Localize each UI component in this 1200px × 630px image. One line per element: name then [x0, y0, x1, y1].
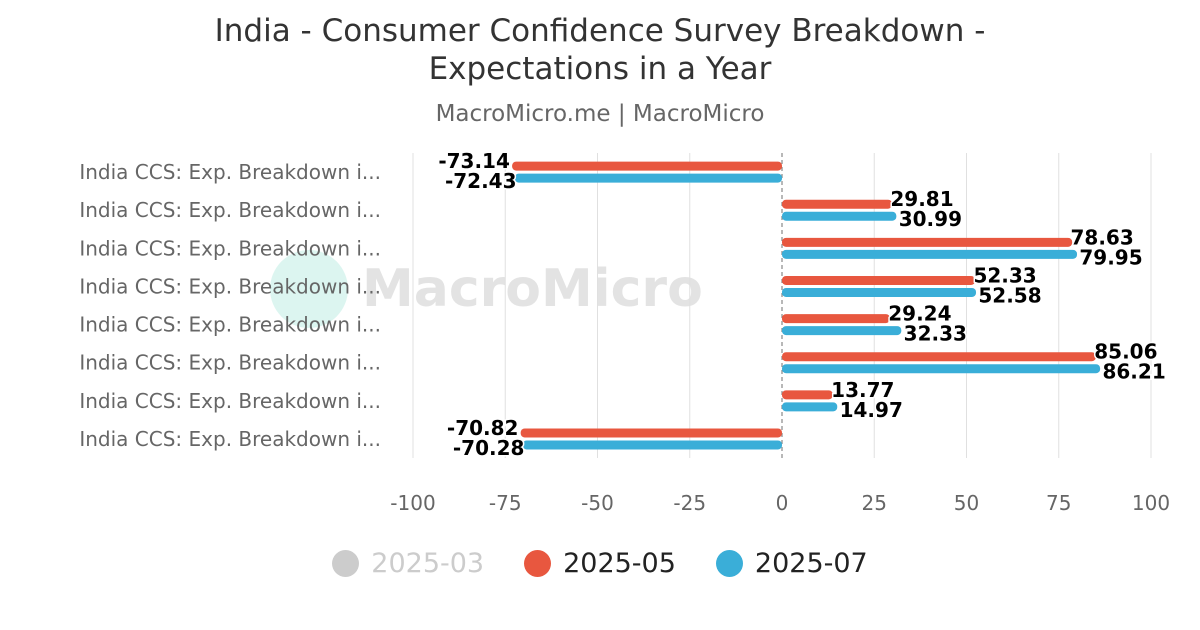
x-tick-label: 100: [1132, 491, 1170, 515]
data-label: -70.82: [447, 416, 519, 440]
legend-marker-icon: [332, 550, 360, 577]
data-label: 79.95: [1079, 245, 1142, 269]
x-tick-label: -100: [390, 491, 435, 515]
bar: [782, 275, 976, 285]
data-label: 13.77: [831, 378, 894, 402]
bar: [782, 249, 1078, 259]
bar: [782, 390, 833, 400]
bar: [522, 440, 782, 450]
x-tick-label: 0: [776, 491, 789, 515]
legend-item-2025-05[interactable]: 2025-05: [524, 548, 676, 579]
data-label: -72.43: [445, 169, 517, 193]
category-label: India CCS: Exp. Breakdown i...: [79, 236, 381, 260]
chart-title: India - Consumer Confidence Survey Break…: [0, 12, 1200, 88]
category-label: India CCS: Exp. Breakdown i...: [79, 274, 381, 298]
category-label: India CCS: Exp. Breakdown i...: [79, 389, 381, 413]
data-label: 52.33: [973, 263, 1036, 287]
legend-marker-icon: [524, 550, 552, 577]
x-tick-label: 75: [1046, 491, 1071, 515]
bar: [514, 173, 782, 183]
bar-chart: -100 -75 -50 -25 0 25 50 75 100 India CCS: Exp. B…: [79, 148, 1170, 515]
legend-item-2025-07[interactable]: 2025-07: [715, 548, 868, 579]
bar: [782, 237, 1073, 247]
bar: [782, 364, 1101, 374]
legend: 2025-03 2025-05 2025-07: [0, 548, 1200, 579]
chart-subtitle: MacroMicro.me | MacroMicro: [435, 101, 765, 127]
chart-title-line-1: India - Consumer Confidence Survey Break…: [214, 13, 986, 49]
bar: [782, 199, 892, 209]
bar: [782, 352, 1096, 362]
legend-label: 2025-05: [563, 548, 676, 579]
legend-label: 2025-07: [754, 548, 868, 579]
x-tick-label: 25: [862, 491, 887, 515]
macromicro-logo-icon: [270, 250, 348, 328]
data-label: 78.63: [1071, 225, 1134, 249]
bar: [782, 287, 977, 297]
data-label: 32.33: [904, 322, 967, 346]
x-tick-label: -25: [673, 491, 706, 515]
category-label: India CCS: Exp. Breakdown i...: [79, 160, 381, 184]
bar: [782, 211, 897, 221]
data-label: 29.24: [888, 302, 951, 326]
data-label: 14.97: [840, 398, 903, 422]
data-label: -73.14: [438, 149, 510, 173]
legend-label: 2025-03: [371, 548, 485, 579]
x-tick-label: 50: [954, 491, 979, 515]
data-label: 85.06: [1094, 340, 1157, 364]
watermark-text: MacroMicro: [362, 259, 703, 319]
category-label: India CCS: Exp. Breakdown i...: [79, 313, 381, 337]
category-label: India CCS: Exp. Breakdown i...: [79, 198, 381, 222]
data-label: 30.99: [899, 207, 962, 231]
legend-item-2025-03[interactable]: 2025-03: [332, 548, 484, 579]
x-tick-label: -75: [489, 491, 522, 515]
bar: [512, 161, 782, 171]
chart-title-line-2: Expectations in a Year: [428, 51, 772, 87]
data-label: 29.81: [890, 187, 953, 211]
bar: [782, 314, 890, 324]
category-label: India CCS: Exp. Breakdown i...: [79, 427, 381, 451]
data-label: -70.28: [453, 436, 525, 460]
bar: [782, 402, 838, 412]
legend-marker-icon: [715, 550, 743, 577]
data-label: 52.58: [978, 283, 1041, 307]
bar: [782, 326, 902, 336]
x-tick-label: -50: [581, 491, 614, 515]
watermark: MacroMicro: [270, 250, 703, 328]
data-label: 86.21: [1102, 360, 1165, 384]
bar: [520, 428, 782, 438]
category-label: India CCS: Exp. Breakdown i...: [79, 351, 381, 375]
